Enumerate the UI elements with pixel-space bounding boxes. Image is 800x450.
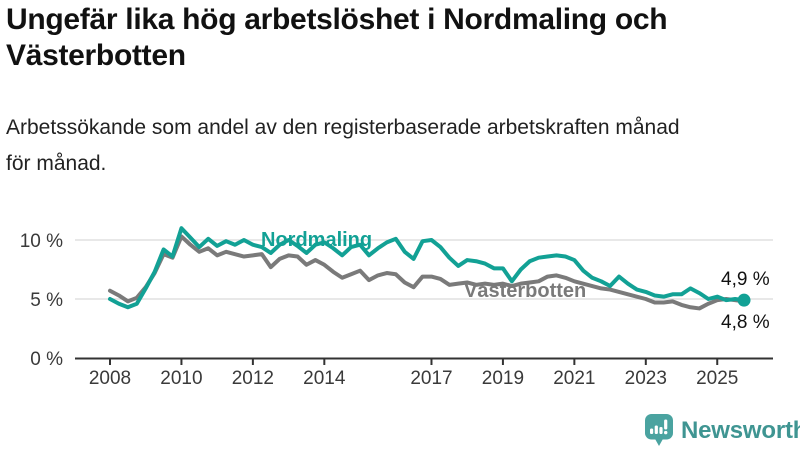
y-tick-label: 0 % <box>30 349 63 370</box>
newsworthy-icon <box>645 414 673 446</box>
end-value-label-vasterbotten: 4,8 % <box>721 312 770 333</box>
x-tick-label: 2014 <box>303 368 346 389</box>
chart-title-line1: Ungefär lika hög arbetslöshet i Nordmali… <box>6 3 668 36</box>
y-tick-label: 5 % <box>30 290 63 311</box>
chart-title-line2: Västerbotten <box>6 39 186 72</box>
x-tick-label: 2010 <box>160 368 202 389</box>
x-tick-label: 2017 <box>410 368 452 389</box>
end-value-label-nordmaling: 4,9 % <box>721 269 770 290</box>
series-label-vasterbotten: Västerbotten <box>464 280 586 302</box>
x-tick-label: 2021 <box>553 368 595 389</box>
series-line-nordmaling <box>108 226 747 310</box>
chart-subtitle-line2: för månad. <box>6 152 107 175</box>
x-tick-label: 2023 <box>625 368 667 389</box>
chart-subtitle: Arbetssökande som andel av den registerb… <box>6 110 786 182</box>
end-dot <box>737 293 751 307</box>
x-tick-label: 2019 <box>482 368 524 389</box>
series-line-vasterbotten <box>108 234 747 311</box>
newsworthy-logo[interactable]: Newsworthy <box>644 413 800 448</box>
y-tick-label: 10 % <box>20 231 63 252</box>
chart-subtitle-line1: Arbetssökande som andel av den registerb… <box>6 116 680 139</box>
x-tick-label: 2025 <box>696 368 738 389</box>
series-label-nordmaling: Nordmaling <box>261 229 372 251</box>
newsworthy-wordmark: Newsworthy <box>681 416 800 444</box>
x-tick-label: 2012 <box>232 368 274 389</box>
chart-title: Ungefär lika hög arbetslöshet i Nordmali… <box>6 2 786 74</box>
x-tick-label: 2008 <box>89 368 131 389</box>
